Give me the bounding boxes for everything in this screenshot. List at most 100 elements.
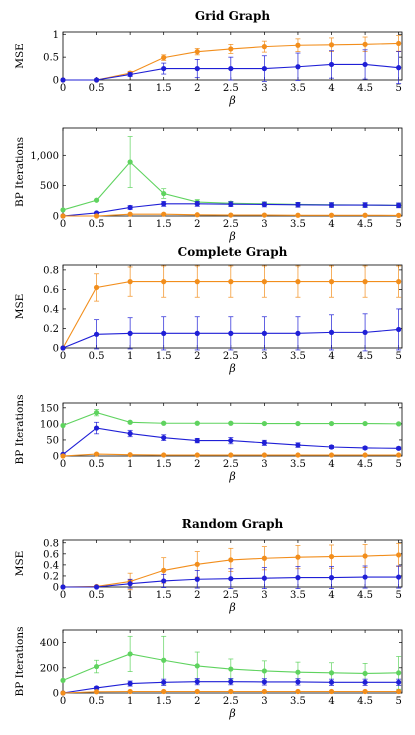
- series-3: [60, 451, 402, 459]
- data-point: [396, 445, 402, 451]
- data-point: [194, 330, 200, 336]
- series-3: [60, 211, 402, 219]
- data-point: [396, 552, 402, 558]
- x-tick-label: 1.5: [156, 351, 172, 362]
- series-2: [60, 308, 402, 352]
- data-point: [194, 420, 200, 426]
- x-tick-label: 2: [194, 459, 200, 470]
- data-point: [295, 575, 301, 581]
- data-point: [60, 690, 66, 696]
- data-point: [60, 584, 66, 590]
- x-tick-label: 1: [127, 83, 133, 94]
- x-tick-label: 1.5: [156, 459, 172, 470]
- data-point: [396, 421, 402, 427]
- y-tick-label: 500: [40, 181, 59, 192]
- x-tick-label: 0.5: [89, 219, 105, 230]
- data-point: [362, 329, 368, 335]
- data-point: [228, 576, 234, 582]
- data-point: [328, 452, 335, 458]
- x-tick-label: 2: [194, 219, 200, 230]
- x-tick-label: 1: [127, 696, 133, 707]
- data-point: [295, 669, 301, 675]
- plot-frame: [62, 31, 403, 81]
- y-tick-label: 0.5: [43, 53, 59, 64]
- data-point: [161, 578, 167, 584]
- data-point: [161, 190, 167, 197]
- data-point: [328, 202, 335, 208]
- chart-panel-2: 0 0.5 1 1.5 2 2.5 3 3.5 4 4.5 5 0 500 1,000 β BP Iterat…: [14, 127, 403, 243]
- data-point: [228, 420, 234, 426]
- y-axis-label: MSE: [14, 294, 26, 320]
- data-point: [328, 212, 335, 218]
- data-point: [194, 679, 200, 685]
- data-point: [261, 420, 267, 427]
- y-tick-label: 0: [53, 76, 59, 87]
- x-tick-label: 4.5: [357, 351, 373, 362]
- chart-title: Complete Graph: [178, 245, 288, 259]
- data-point: [127, 651, 133, 657]
- y-tick-label: 0: [53, 689, 59, 700]
- x-tick-label: 3.5: [290, 696, 306, 707]
- series-2: [60, 49, 402, 85]
- data-point: [161, 567, 167, 574]
- data-point: [396, 326, 402, 333]
- data-point: [60, 677, 66, 684]
- chart-panel-6: 0 0.5 1 1.5 2 2.5 3 3.5 4 4.5 5 0 200 400 β BP Iteratio…: [14, 626, 403, 720]
- x-tick-label: 0: [60, 219, 66, 230]
- data-point: [328, 670, 335, 676]
- y-tick-label: 0.8: [43, 265, 59, 276]
- x-tick-label: 5: [395, 590, 401, 601]
- series-2: [60, 565, 402, 590]
- data-point: [194, 561, 200, 567]
- data-point: [362, 420, 368, 427]
- data-point: [127, 279, 133, 285]
- x-tick-label: 3: [261, 459, 267, 470]
- data-point: [295, 42, 301, 48]
- data-point: [228, 557, 234, 563]
- data-point: [93, 410, 100, 416]
- y-tick-label: 0: [53, 583, 59, 594]
- data-point: [362, 452, 368, 458]
- data-point: [127, 581, 133, 587]
- data-point: [161, 55, 167, 61]
- y-axis-label: BP Iterations: [14, 394, 26, 464]
- x-tick-label: 4: [328, 219, 334, 230]
- data-point: [194, 65, 200, 72]
- data-point: [228, 212, 234, 218]
- data-point: [161, 279, 167, 285]
- data-point: [228, 201, 234, 207]
- x-tick-label: 4.5: [357, 83, 373, 94]
- data-point: [261, 668, 267, 674]
- x-tick-label: 4: [328, 590, 334, 601]
- x-tick-label: 2.5: [223, 219, 239, 230]
- chart-title: Grid Graph: [195, 9, 270, 23]
- series-2: [60, 678, 402, 696]
- data-point: [295, 212, 301, 218]
- x-tick-label: 4.5: [357, 696, 373, 707]
- data-point: [328, 679, 335, 685]
- series-1: [60, 409, 402, 429]
- x-axis-label: β: [228, 601, 235, 614]
- data-point: [328, 444, 335, 450]
- data-point: [161, 330, 167, 336]
- data-point: [295, 420, 301, 427]
- data-point: [295, 330, 301, 336]
- x-tick-label: 1: [127, 590, 133, 601]
- data-point: [328, 420, 335, 427]
- x-tick-label: 0: [60, 590, 66, 601]
- y-tick-label: 0.6: [43, 285, 59, 296]
- x-tick-label: 2.5: [223, 590, 239, 601]
- x-tick-label: 0.5: [89, 696, 105, 707]
- x-tick-label: 0.5: [89, 83, 105, 94]
- data-point: [60, 422, 66, 429]
- x-tick-label: 2.5: [223, 696, 239, 707]
- data-point: [93, 213, 100, 219]
- x-tick-label: 0.5: [89, 590, 105, 601]
- data-point: [362, 553, 368, 559]
- x-tick-label: 3: [261, 696, 267, 707]
- data-point: [328, 329, 335, 335]
- data-point: [161, 688, 167, 695]
- data-point: [396, 40, 402, 47]
- data-point: [362, 445, 368, 451]
- data-point: [93, 689, 100, 695]
